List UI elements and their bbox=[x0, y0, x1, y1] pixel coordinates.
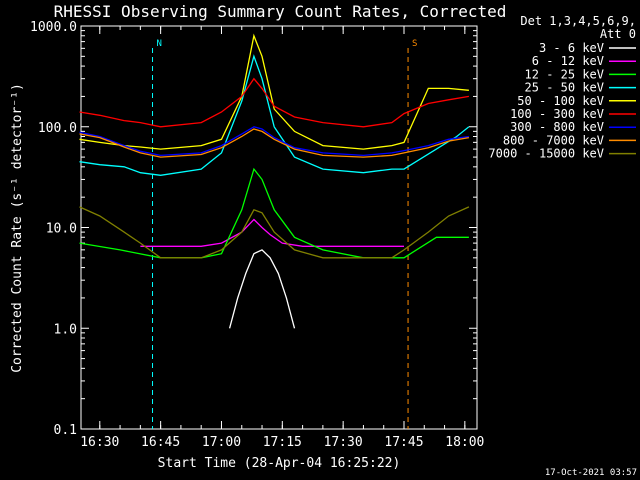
x-tick-label: 18:00 bbox=[445, 435, 484, 450]
series-line-3 bbox=[79, 54, 470, 176]
marker-label-n: N bbox=[157, 39, 162, 49]
legend-label: 800 - 7000 keV bbox=[503, 133, 604, 147]
chart-title: RHESSI Observing Summary Count Rates, Co… bbox=[54, 2, 507, 21]
y-tick-label: 10.0 bbox=[46, 222, 77, 237]
footer-timestamp: 17-Oct-2021 03:57 bbox=[545, 468, 637, 478]
series-line-0 bbox=[228, 249, 296, 329]
y-tick-label: 1.0 bbox=[54, 322, 77, 337]
series-line-1 bbox=[140, 218, 404, 247]
x-tick-label: 16:30 bbox=[80, 435, 119, 450]
x-tick-label: 17:45 bbox=[384, 435, 423, 450]
x-axis-label: Start Time (28-Apr-04 16:25:22) bbox=[158, 456, 401, 471]
legend-label: 7000 - 15000 keV bbox=[488, 147, 604, 161]
legend-label: 100 - 300 keV bbox=[510, 107, 604, 121]
legend-header-line-1: Det 1,3,4,5,6,9, bbox=[520, 14, 636, 28]
y-tick-labels: 1000.0 100.0 10.0 1.0 0.1 bbox=[30, 20, 77, 438]
legend-label: 3 - 6 keV bbox=[539, 41, 604, 55]
x-tick-labels: 16:30 16:45 17:00 17:15 17:30 17:45 18:00 bbox=[80, 435, 484, 450]
series-line-5 bbox=[79, 77, 470, 128]
axis-ticks bbox=[81, 25, 477, 430]
x-tick-label: 17:00 bbox=[202, 435, 241, 450]
legend-label: 25 - 50 keV bbox=[525, 81, 604, 95]
legend-label: 12 - 25 keV bbox=[525, 67, 604, 81]
series-layer bbox=[79, 33, 470, 329]
legend-label: 6 - 12 keV bbox=[532, 54, 604, 68]
y-axis-label: Corrected Count Rate (s⁻¹ detector⁻¹) bbox=[10, 83, 25, 373]
series-line-4 bbox=[79, 33, 469, 150]
x-tick-label: 17:15 bbox=[263, 435, 302, 450]
y-tick-label: 1000.0 bbox=[30, 20, 77, 35]
series-line-6 bbox=[79, 126, 469, 157]
series-line-8 bbox=[79, 206, 470, 259]
x-tick-label: 16:45 bbox=[141, 435, 180, 450]
marker-label-s: S bbox=[412, 39, 417, 49]
y-tick-label: 100.0 bbox=[38, 121, 77, 136]
legend-header-line-2: Att 0 bbox=[600, 27, 636, 41]
legend-label: 50 - 100 keV bbox=[517, 94, 604, 108]
y-tick-label: 0.1 bbox=[54, 423, 77, 438]
legend-label: 300 - 800 keV bbox=[510, 120, 604, 134]
x-tick-label: 17:30 bbox=[324, 435, 363, 450]
series-line-7 bbox=[79, 128, 470, 158]
